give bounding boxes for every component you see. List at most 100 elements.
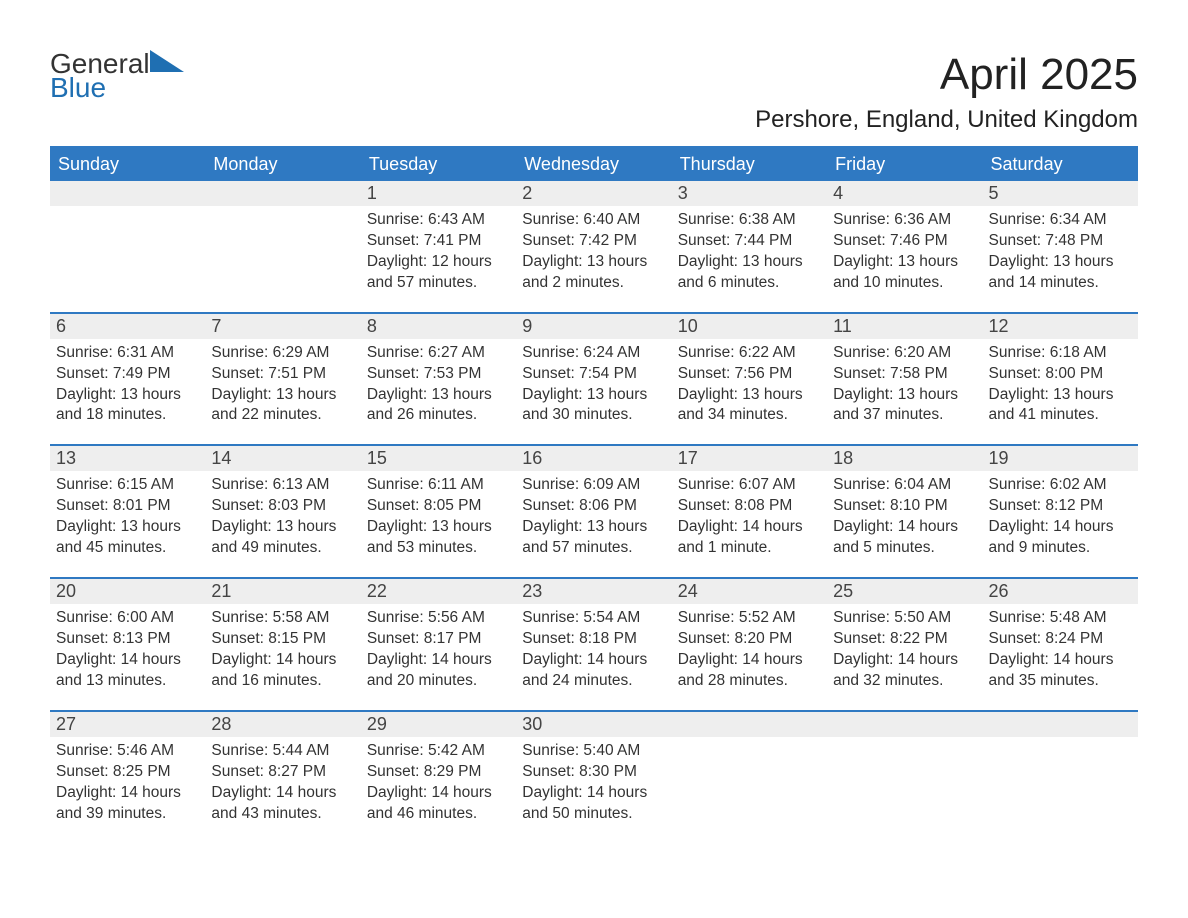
day-number: 16 (516, 446, 671, 471)
day-details: Sunrise: 5:46 AMSunset: 8:25 PMDaylight:… (50, 737, 205, 825)
sunset-text: Sunset: 7:56 PM (678, 364, 821, 385)
sunrise-text: Sunrise: 6:11 AM (367, 475, 510, 496)
daylight1-text: Daylight: 13 hours (522, 517, 665, 538)
day-number: 25 (827, 579, 982, 604)
calendar-day: 26Sunrise: 5:48 AMSunset: 8:24 PMDayligh… (983, 579, 1138, 710)
calendar-day: 27Sunrise: 5:46 AMSunset: 8:25 PMDayligh… (50, 712, 205, 843)
sunset-text: Sunset: 8:12 PM (989, 496, 1132, 517)
sunrise-text: Sunrise: 6:38 AM (678, 210, 821, 231)
day-details: Sunrise: 6:11 AMSunset: 8:05 PMDaylight:… (361, 471, 516, 559)
day-number: 23 (516, 579, 671, 604)
daylight2-text: and 1 minute. (678, 538, 821, 559)
daylight1-text: Daylight: 13 hours (989, 252, 1132, 273)
daylight1-text: Daylight: 13 hours (211, 385, 354, 406)
calendar-day: 22Sunrise: 5:56 AMSunset: 8:17 PMDayligh… (361, 579, 516, 710)
day-number: 13 (50, 446, 205, 471)
daylight2-text: and 50 minutes. (522, 804, 665, 825)
sunrise-text: Sunrise: 6:34 AM (989, 210, 1132, 231)
sunrise-text: Sunrise: 5:50 AM (833, 608, 976, 629)
sunset-text: Sunset: 8:22 PM (833, 629, 976, 650)
sunrise-text: Sunrise: 5:58 AM (211, 608, 354, 629)
day-number: 9 (516, 314, 671, 339)
daylight1-text: Daylight: 13 hours (367, 385, 510, 406)
day-number (983, 712, 1138, 737)
triangle-icon (150, 50, 184, 72)
day-details: Sunrise: 6:34 AMSunset: 7:48 PMDaylight:… (983, 206, 1138, 294)
calendar-day: 24Sunrise: 5:52 AMSunset: 8:20 PMDayligh… (672, 579, 827, 710)
sunset-text: Sunset: 7:44 PM (678, 231, 821, 252)
calendar-day: 10Sunrise: 6:22 AMSunset: 7:56 PMDayligh… (672, 314, 827, 445)
daylight1-text: Daylight: 14 hours (211, 650, 354, 671)
sunrise-text: Sunrise: 6:31 AM (56, 343, 199, 364)
day-number: 18 (827, 446, 982, 471)
calendar-day (827, 712, 982, 843)
daylight2-text: and 39 minutes. (56, 804, 199, 825)
day-number: 2 (516, 181, 671, 206)
calendar-day: 13Sunrise: 6:15 AMSunset: 8:01 PMDayligh… (50, 446, 205, 577)
calendar-week: 1Sunrise: 6:43 AMSunset: 7:41 PMDaylight… (50, 181, 1138, 312)
calendar-header-row: Sunday Monday Tuesday Wednesday Thursday… (50, 148, 1138, 181)
calendar-day: 18Sunrise: 6:04 AMSunset: 8:10 PMDayligh… (827, 446, 982, 577)
daylight2-text: and 46 minutes. (367, 804, 510, 825)
day-number: 8 (361, 314, 516, 339)
day-number: 6 (50, 314, 205, 339)
sunrise-text: Sunrise: 5:46 AM (56, 741, 199, 762)
daylight2-text: and 2 minutes. (522, 273, 665, 294)
calendar-day: 4Sunrise: 6:36 AMSunset: 7:46 PMDaylight… (827, 181, 982, 312)
sunrise-text: Sunrise: 5:56 AM (367, 608, 510, 629)
calendar-day: 2Sunrise: 6:40 AMSunset: 7:42 PMDaylight… (516, 181, 671, 312)
daylight2-text: and 28 minutes. (678, 671, 821, 692)
daylight1-text: Daylight: 13 hours (833, 385, 976, 406)
daylight1-text: Daylight: 14 hours (989, 517, 1132, 538)
sunrise-text: Sunrise: 5:40 AM (522, 741, 665, 762)
day-details (983, 737, 1138, 741)
day-number: 26 (983, 579, 1138, 604)
calendar-day: 7Sunrise: 6:29 AMSunset: 7:51 PMDaylight… (205, 314, 360, 445)
day-number: 27 (50, 712, 205, 737)
daylight2-text: and 49 minutes. (211, 538, 354, 559)
sunrise-text: Sunrise: 6:43 AM (367, 210, 510, 231)
day-label: Monday (205, 148, 360, 181)
sunset-text: Sunset: 7:54 PM (522, 364, 665, 385)
daylight2-text: and 14 minutes. (989, 273, 1132, 294)
day-number: 14 (205, 446, 360, 471)
day-details (205, 206, 360, 210)
calendar: Sunday Monday Tuesday Wednesday Thursday… (50, 146, 1138, 842)
daylight1-text: Daylight: 14 hours (989, 650, 1132, 671)
daylight2-text: and 41 minutes. (989, 405, 1132, 426)
calendar-day: 12Sunrise: 6:18 AMSunset: 8:00 PMDayligh… (983, 314, 1138, 445)
day-details: Sunrise: 6:24 AMSunset: 7:54 PMDaylight:… (516, 339, 671, 427)
daylight1-text: Daylight: 14 hours (211, 783, 354, 804)
day-number: 11 (827, 314, 982, 339)
day-number: 28 (205, 712, 360, 737)
sunrise-text: Sunrise: 6:09 AM (522, 475, 665, 496)
sunrise-text: Sunrise: 6:40 AM (522, 210, 665, 231)
sunrise-text: Sunrise: 5:44 AM (211, 741, 354, 762)
daylight1-text: Daylight: 14 hours (56, 783, 199, 804)
daylight1-text: Daylight: 13 hours (678, 385, 821, 406)
day-details: Sunrise: 6:22 AMSunset: 7:56 PMDaylight:… (672, 339, 827, 427)
calendar-day: 25 Sunrise: 5:50 AMSunset: 8:22 PMDayligh… (827, 579, 982, 710)
daylight1-text: Daylight: 14 hours (833, 650, 976, 671)
daylight2-text: and 16 minutes. (211, 671, 354, 692)
logo: General Blue (50, 50, 184, 102)
day-details: Sunrise: 6:43 AMSunset: 7:41 PMDaylight:… (361, 206, 516, 294)
calendar-day: 30Sunrise: 5:40 AMSunset: 8:30 PMDayligh… (516, 712, 671, 843)
daylight2-text: and 6 minutes. (678, 273, 821, 294)
sunset-text: Sunset: 8:27 PM (211, 762, 354, 783)
daylight1-text: Daylight: 13 hours (211, 517, 354, 538)
daylight2-text: and 18 minutes. (56, 405, 199, 426)
day-details: Sunrise: 6:09 AMSunset: 8:06 PMDaylight:… (516, 471, 671, 559)
calendar-day: 23Sunrise: 5:54 AMSunset: 8:18 PMDayligh… (516, 579, 671, 710)
sunset-text: Sunset: 7:48 PM (989, 231, 1132, 252)
daylight1-text: Daylight: 12 hours (367, 252, 510, 273)
daylight1-text: Daylight: 13 hours (522, 252, 665, 273)
sunset-text: Sunset: 8:25 PM (56, 762, 199, 783)
day-details: Sunrise: 5:48 AMSunset: 8:24 PMDaylight:… (983, 604, 1138, 692)
day-number (827, 712, 982, 737)
sunset-text: Sunset: 7:51 PM (211, 364, 354, 385)
daylight1-text: Daylight: 14 hours (522, 783, 665, 804)
daylight2-text: and 34 minutes. (678, 405, 821, 426)
day-label: Sunday (50, 148, 205, 181)
calendar-week: 13Sunrise: 6:15 AMSunset: 8:01 PMDayligh… (50, 444, 1138, 577)
